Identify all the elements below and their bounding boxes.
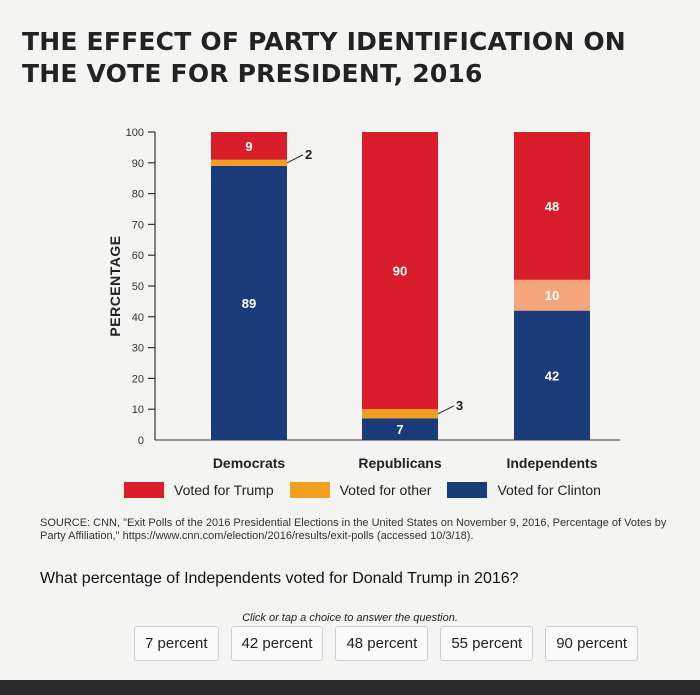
y-tick-label: 100 bbox=[126, 127, 144, 139]
stacked-bar-chart: 0 10 20 30 40 50 60 70 80 90 100 PERCENTAGE 89 2 9 Demo… bbox=[107, 127, 620, 471]
legend-label: Voted for Clinton bbox=[497, 482, 601, 498]
legend-swatch bbox=[447, 482, 488, 498]
y-tick-label: 0 bbox=[138, 435, 144, 447]
data-label: 48 bbox=[545, 199, 559, 214]
legend-item: Voted for Trump bbox=[124, 482, 274, 498]
y-tick-label: 60 bbox=[132, 250, 144, 262]
data-label: 2 bbox=[305, 147, 312, 162]
legend-label: Voted for Trump bbox=[174, 482, 274, 498]
bar-independents-voted-for-other bbox=[514, 279, 590, 311]
y-tick-label: 70 bbox=[132, 219, 144, 231]
callout-line bbox=[437, 405, 455, 415]
bar-independents-voted-for-trump bbox=[514, 132, 590, 280]
data-label: 7 bbox=[396, 422, 403, 437]
chart-title: THE EFFECT OF PARTY IDENTIFICATION ON TH… bbox=[22, 26, 626, 90]
bar-republicans-voted-for-other bbox=[362, 409, 438, 419]
data-label: 3 bbox=[456, 398, 463, 413]
data-label: 90 bbox=[393, 264, 407, 279]
bar-democrats-voted-for-clinton bbox=[211, 165, 287, 440]
question-text: What percentage of Independents voted fo… bbox=[40, 570, 519, 587]
y-axis-label: PERCENTAGE bbox=[107, 235, 123, 336]
choice-button[interactable]: 48 percent bbox=[335, 626, 429, 661]
data-label: 89 bbox=[242, 296, 256, 311]
title-line-1: THE EFFECT OF PARTY IDENTIFICATION ON bbox=[22, 27, 626, 56]
callout-line bbox=[286, 154, 304, 164]
y-tick-label: 50 bbox=[132, 281, 144, 293]
y-tick-label: 80 bbox=[132, 189, 144, 201]
choice-button[interactable]: 55 percent bbox=[440, 626, 534, 661]
data-label: 9 bbox=[245, 139, 252, 154]
legend-label: Voted for other bbox=[339, 482, 432, 498]
y-tick-label: 40 bbox=[132, 312, 144, 324]
choice-button[interactable]: 90 percent bbox=[545, 626, 639, 661]
legend-item: Voted for other bbox=[289, 482, 432, 498]
chart-legend: Voted for Trump Voted for other Voted for … bbox=[124, 482, 644, 498]
bottom-bar bbox=[0, 680, 700, 695]
source-note: SOURCE: CNN, "Exit Polls of the 2016 Pre… bbox=[40, 517, 667, 542]
y-tick-label: 30 bbox=[132, 343, 144, 355]
bar-republicans-voted-for-clinton bbox=[362, 418, 438, 440]
bar-independents-voted-for-clinton bbox=[514, 310, 590, 440]
answer-hint: Click or tap a choice to answer the ques… bbox=[242, 612, 458, 624]
choice-button[interactable]: 7 percent bbox=[134, 626, 219, 661]
data-label: 10 bbox=[545, 288, 559, 303]
x-tick-label: Democrats bbox=[213, 455, 286, 471]
legend-item: Voted for Clinton bbox=[447, 482, 601, 498]
data-label: 42 bbox=[545, 368, 559, 383]
y-tick-label: 90 bbox=[132, 158, 144, 170]
x-tick-label: Republicans bbox=[358, 455, 441, 471]
bar-republicans-voted-for-trump bbox=[362, 132, 438, 410]
choice-button[interactable]: 42 percent bbox=[230, 626, 324, 661]
legend-swatch bbox=[289, 482, 330, 498]
bar-democrats-voted-for-other bbox=[211, 159, 287, 166]
legend-swatch bbox=[124, 482, 164, 498]
title-line-2: THE VOTE FOR PRESIDENT, 2016 bbox=[22, 59, 483, 88]
x-tick-label: Independents bbox=[506, 455, 597, 471]
bar-democrats-voted-for-trump bbox=[211, 132, 287, 160]
y-tick-label: 10 bbox=[132, 404, 144, 416]
y-tick-label: 20 bbox=[132, 373, 144, 385]
answer-choices: 7 percent 42 percent 48 percent 55 percent 9… bbox=[134, 626, 639, 661]
